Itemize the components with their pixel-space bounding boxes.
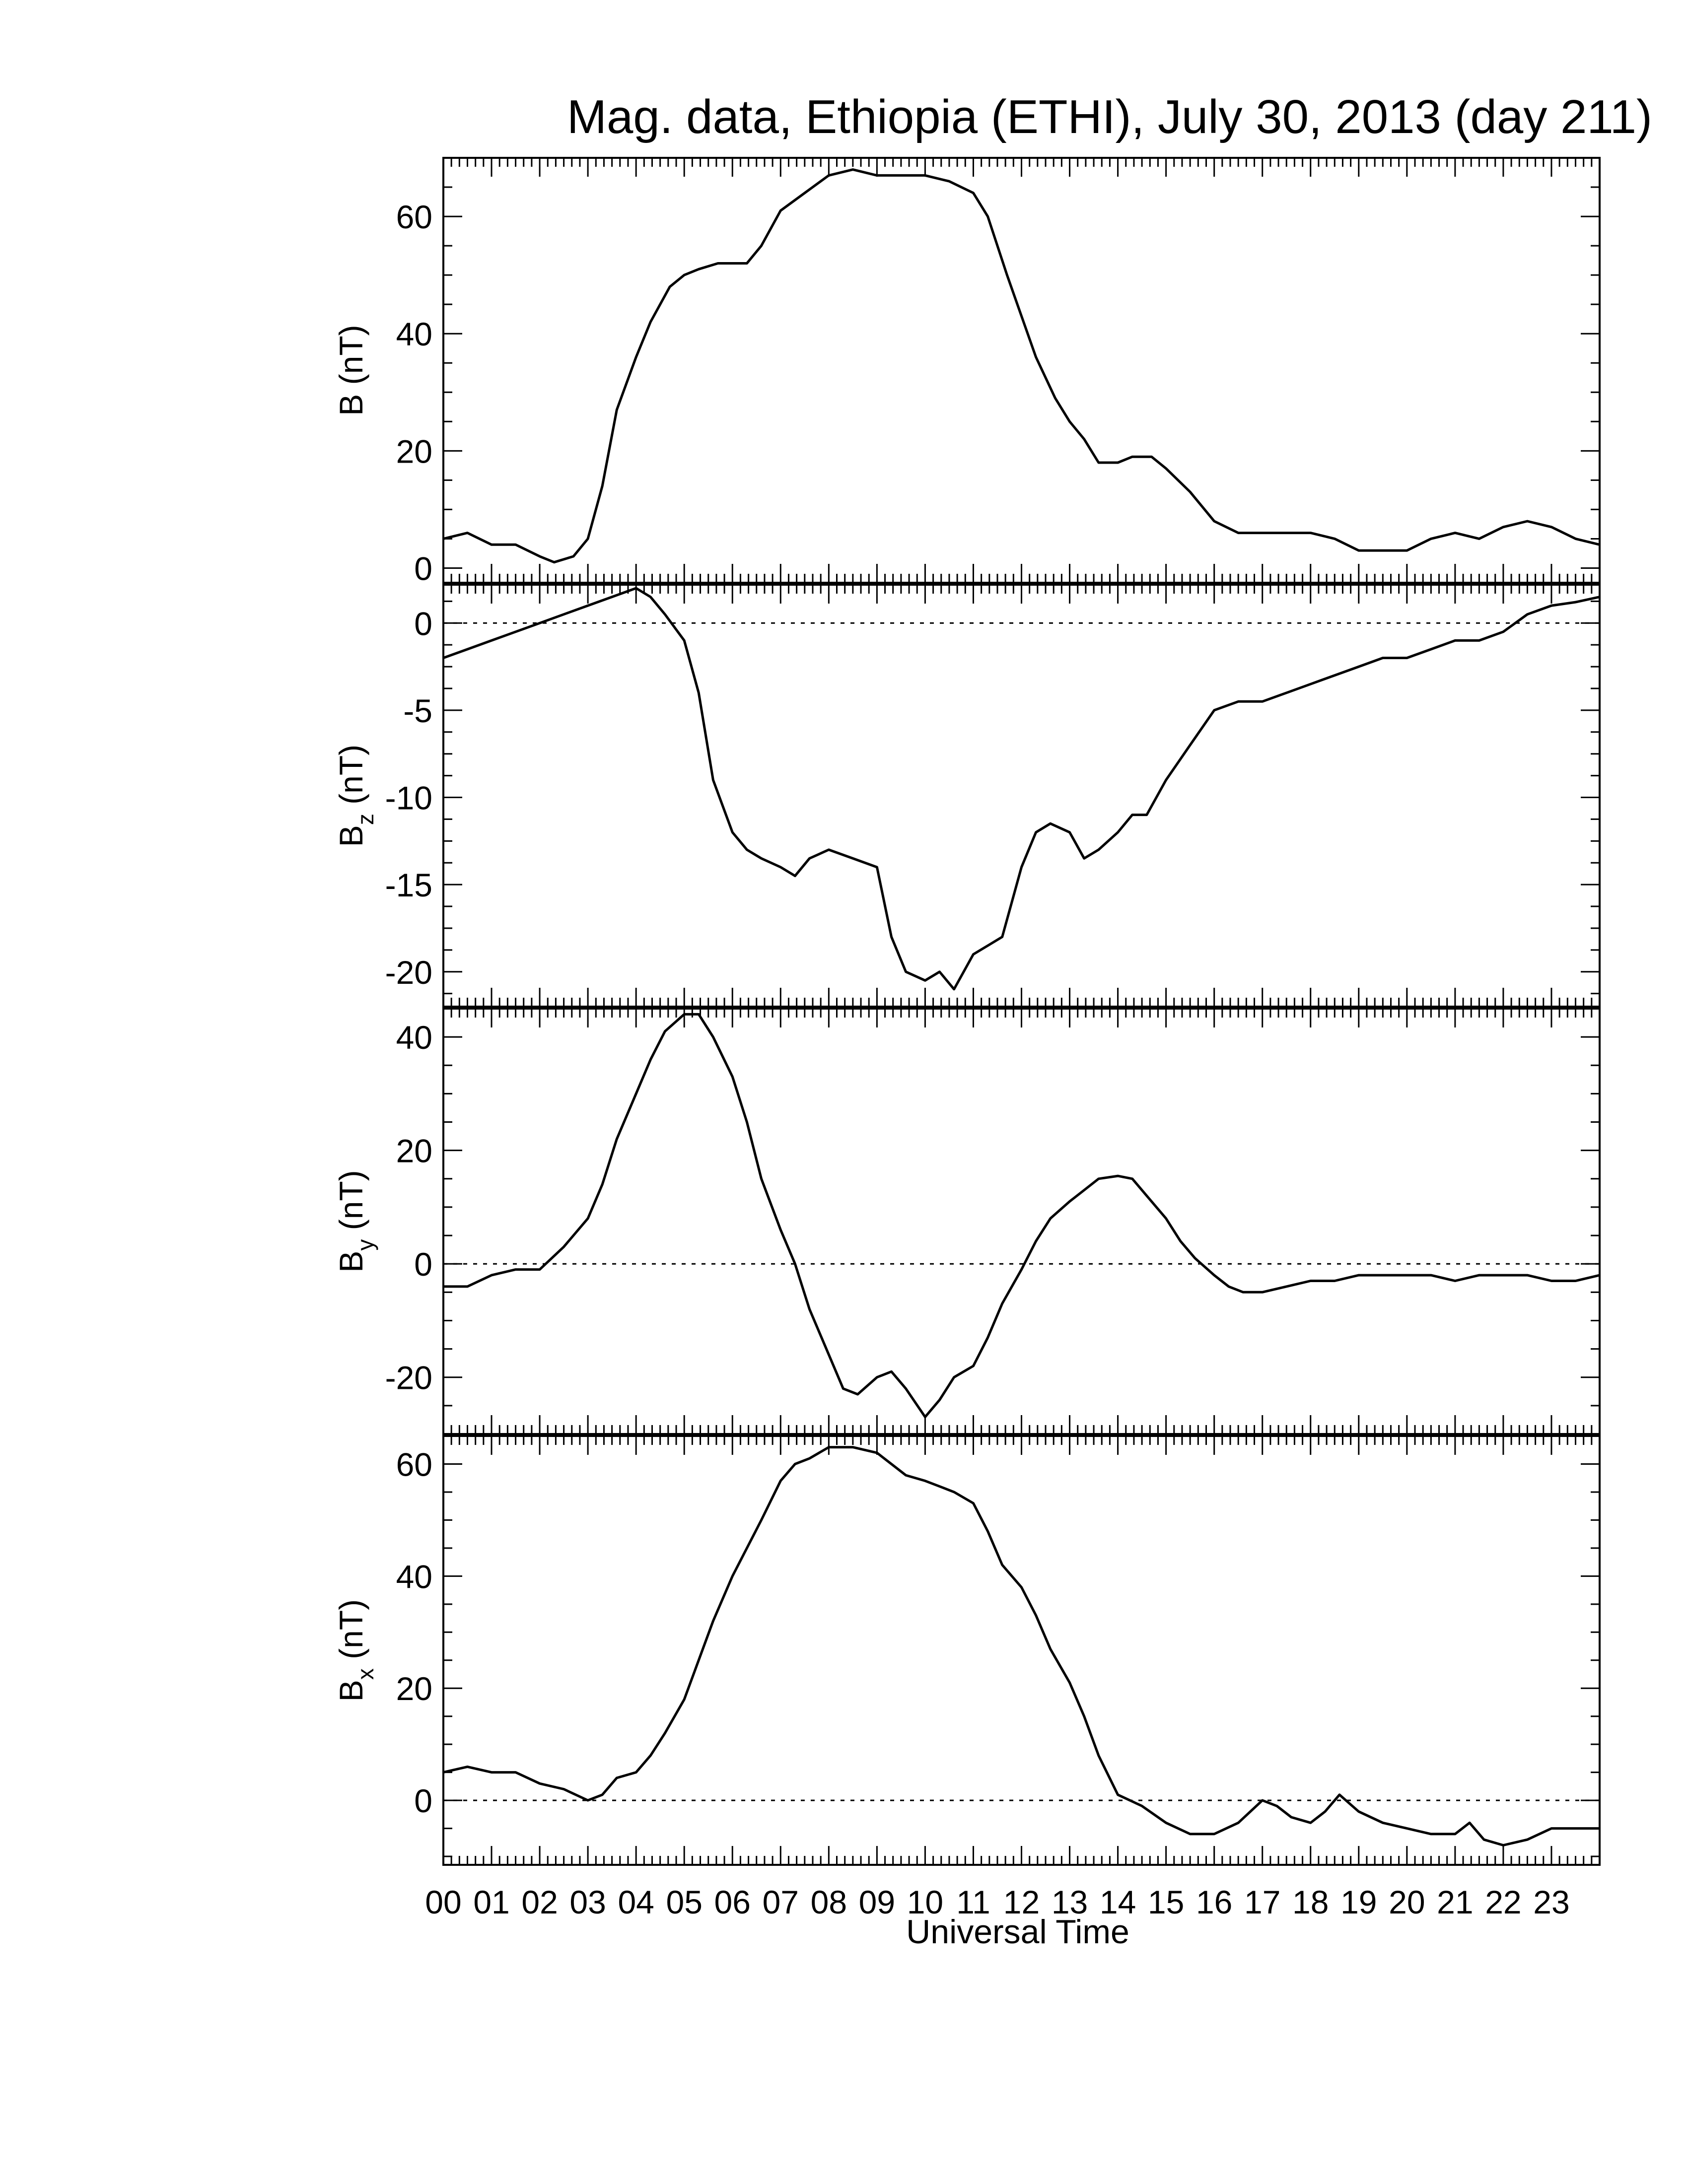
x-tick-label: 11 xyxy=(956,1884,990,1920)
panel-1-y-label: B (nT) xyxy=(333,325,369,415)
chart-title: Mag. data, Ethiopia (ETHI), July 30, 201… xyxy=(567,90,1652,143)
y-tick-label: -15 xyxy=(385,867,432,903)
y-label-unit: (nT) xyxy=(333,1170,369,1239)
x-tick-label: 08 xyxy=(811,1884,847,1920)
panel-2-y-label: Bz (nT) xyxy=(333,745,378,847)
x-tick-label: 17 xyxy=(1244,1884,1280,1920)
y-tick-label: 40 xyxy=(396,1558,432,1595)
panel-3: 40 20 0 -20 By (nT) xyxy=(333,1008,1601,1435)
panel-4-x-ticks xyxy=(442,1436,1601,1865)
panel-4-y-label: Bx (nT) xyxy=(333,1599,378,1702)
panel-1: 0 20 40 60 B (nT) xyxy=(333,157,1601,587)
x-tick-label: 12 xyxy=(1003,1884,1040,1920)
y-label-subscript: z xyxy=(352,814,378,825)
y-tick-label: 20 xyxy=(396,433,432,470)
panel-1-series-line xyxy=(443,168,1600,564)
y-tick-label: 0 xyxy=(414,550,432,587)
x-tick-label: 06 xyxy=(714,1884,751,1920)
y-tick-label: 0 xyxy=(414,1246,432,1283)
panel-4-y-ticks xyxy=(443,1435,1600,1857)
x-tick-label: 13 xyxy=(1052,1884,1088,1920)
y-tick-label: 20 xyxy=(396,1133,432,1169)
panel-1-y-ticks xyxy=(443,157,1600,569)
x-tick-labels: 00 01 02 03 04 05 06 07 08 09 10 11 12 13 14 15 16 17 18 19… xyxy=(425,1884,1569,1920)
y-label-unit: (nT) xyxy=(333,745,369,814)
y-tick-label: 0 xyxy=(414,605,432,642)
y-tick-label: -10 xyxy=(385,780,432,817)
y-label-main: B xyxy=(333,1680,369,1702)
y-tick-label: 40 xyxy=(396,1019,432,1056)
x-tick-label: 09 xyxy=(859,1884,895,1920)
x-tick-label: 19 xyxy=(1340,1884,1377,1920)
panel-3-series-line xyxy=(443,1013,1600,1419)
x-tick-label: 21 xyxy=(1437,1884,1473,1920)
panel-4-series-line xyxy=(443,1446,1600,1846)
x-tick-label: 23 xyxy=(1533,1884,1569,1920)
y-tick-label: -20 xyxy=(385,1360,432,1396)
x-tick-label: 10 xyxy=(907,1884,943,1920)
y-label-subscript: y xyxy=(352,1239,378,1251)
panel-1-x-ticks xyxy=(442,158,1601,583)
y-tick-label: -5 xyxy=(403,692,432,729)
y-tick-label: 0 xyxy=(414,1782,432,1819)
x-axis-label: Universal Time xyxy=(906,1913,1129,1951)
x-tick-label: 01 xyxy=(473,1884,509,1920)
panel-2-y-ticks xyxy=(443,600,1600,995)
panel-2-x-ticks xyxy=(442,585,1601,1007)
y-label-main: B xyxy=(333,1251,369,1273)
panel-3-y-ticks xyxy=(443,1008,1600,1435)
panel-2-frame xyxy=(442,584,1601,1008)
y-label-unit: (nT) xyxy=(333,325,369,394)
y-tick-label: 40 xyxy=(396,316,432,352)
y-tick-label: -20 xyxy=(385,954,432,991)
y-label-main: B xyxy=(333,825,369,847)
x-tick-label: 02 xyxy=(521,1884,558,1920)
x-tick-label: 05 xyxy=(666,1884,702,1920)
x-tick-label: 18 xyxy=(1292,1884,1329,1920)
x-tick-label: 20 xyxy=(1389,1884,1425,1920)
x-tick-label: 16 xyxy=(1196,1884,1232,1920)
panels-group: 0 20 40 60 B (nT) 0 -5 -10 -15 -20 Bz (nT) 40 20 0 -20… xyxy=(333,157,1601,1866)
x-tick-label: 03 xyxy=(569,1884,606,1920)
panel-4: 60 40 20 0 Bx (nT) xyxy=(333,1435,1601,1866)
x-tick-label: 22 xyxy=(1485,1884,1521,1920)
y-tick-label: 20 xyxy=(396,1670,432,1707)
panel-3-x-ticks xyxy=(442,1009,1601,1434)
y-label-unit: (nT) xyxy=(333,1599,369,1668)
y-label-subscript: x xyxy=(352,1668,378,1680)
y-tick-label: 60 xyxy=(396,199,432,235)
y-tick-label: 60 xyxy=(396,1446,432,1483)
panel-2-series-line xyxy=(443,587,1600,991)
panel-2: 0 -5 -10 -15 -20 Bz (nT) xyxy=(333,584,1601,1008)
x-tick-label: 04 xyxy=(618,1884,654,1920)
x-tick-label: 14 xyxy=(1100,1884,1136,1920)
panel-3-y-label: By (nT) xyxy=(333,1170,378,1272)
panel-3-frame xyxy=(442,1008,1601,1435)
x-tick-label: 15 xyxy=(1148,1884,1184,1920)
x-tick-label: 07 xyxy=(763,1884,799,1920)
panel-1-frame xyxy=(442,157,1601,584)
x-tick-label: 00 xyxy=(425,1884,461,1920)
y-label-main: B xyxy=(333,394,369,416)
